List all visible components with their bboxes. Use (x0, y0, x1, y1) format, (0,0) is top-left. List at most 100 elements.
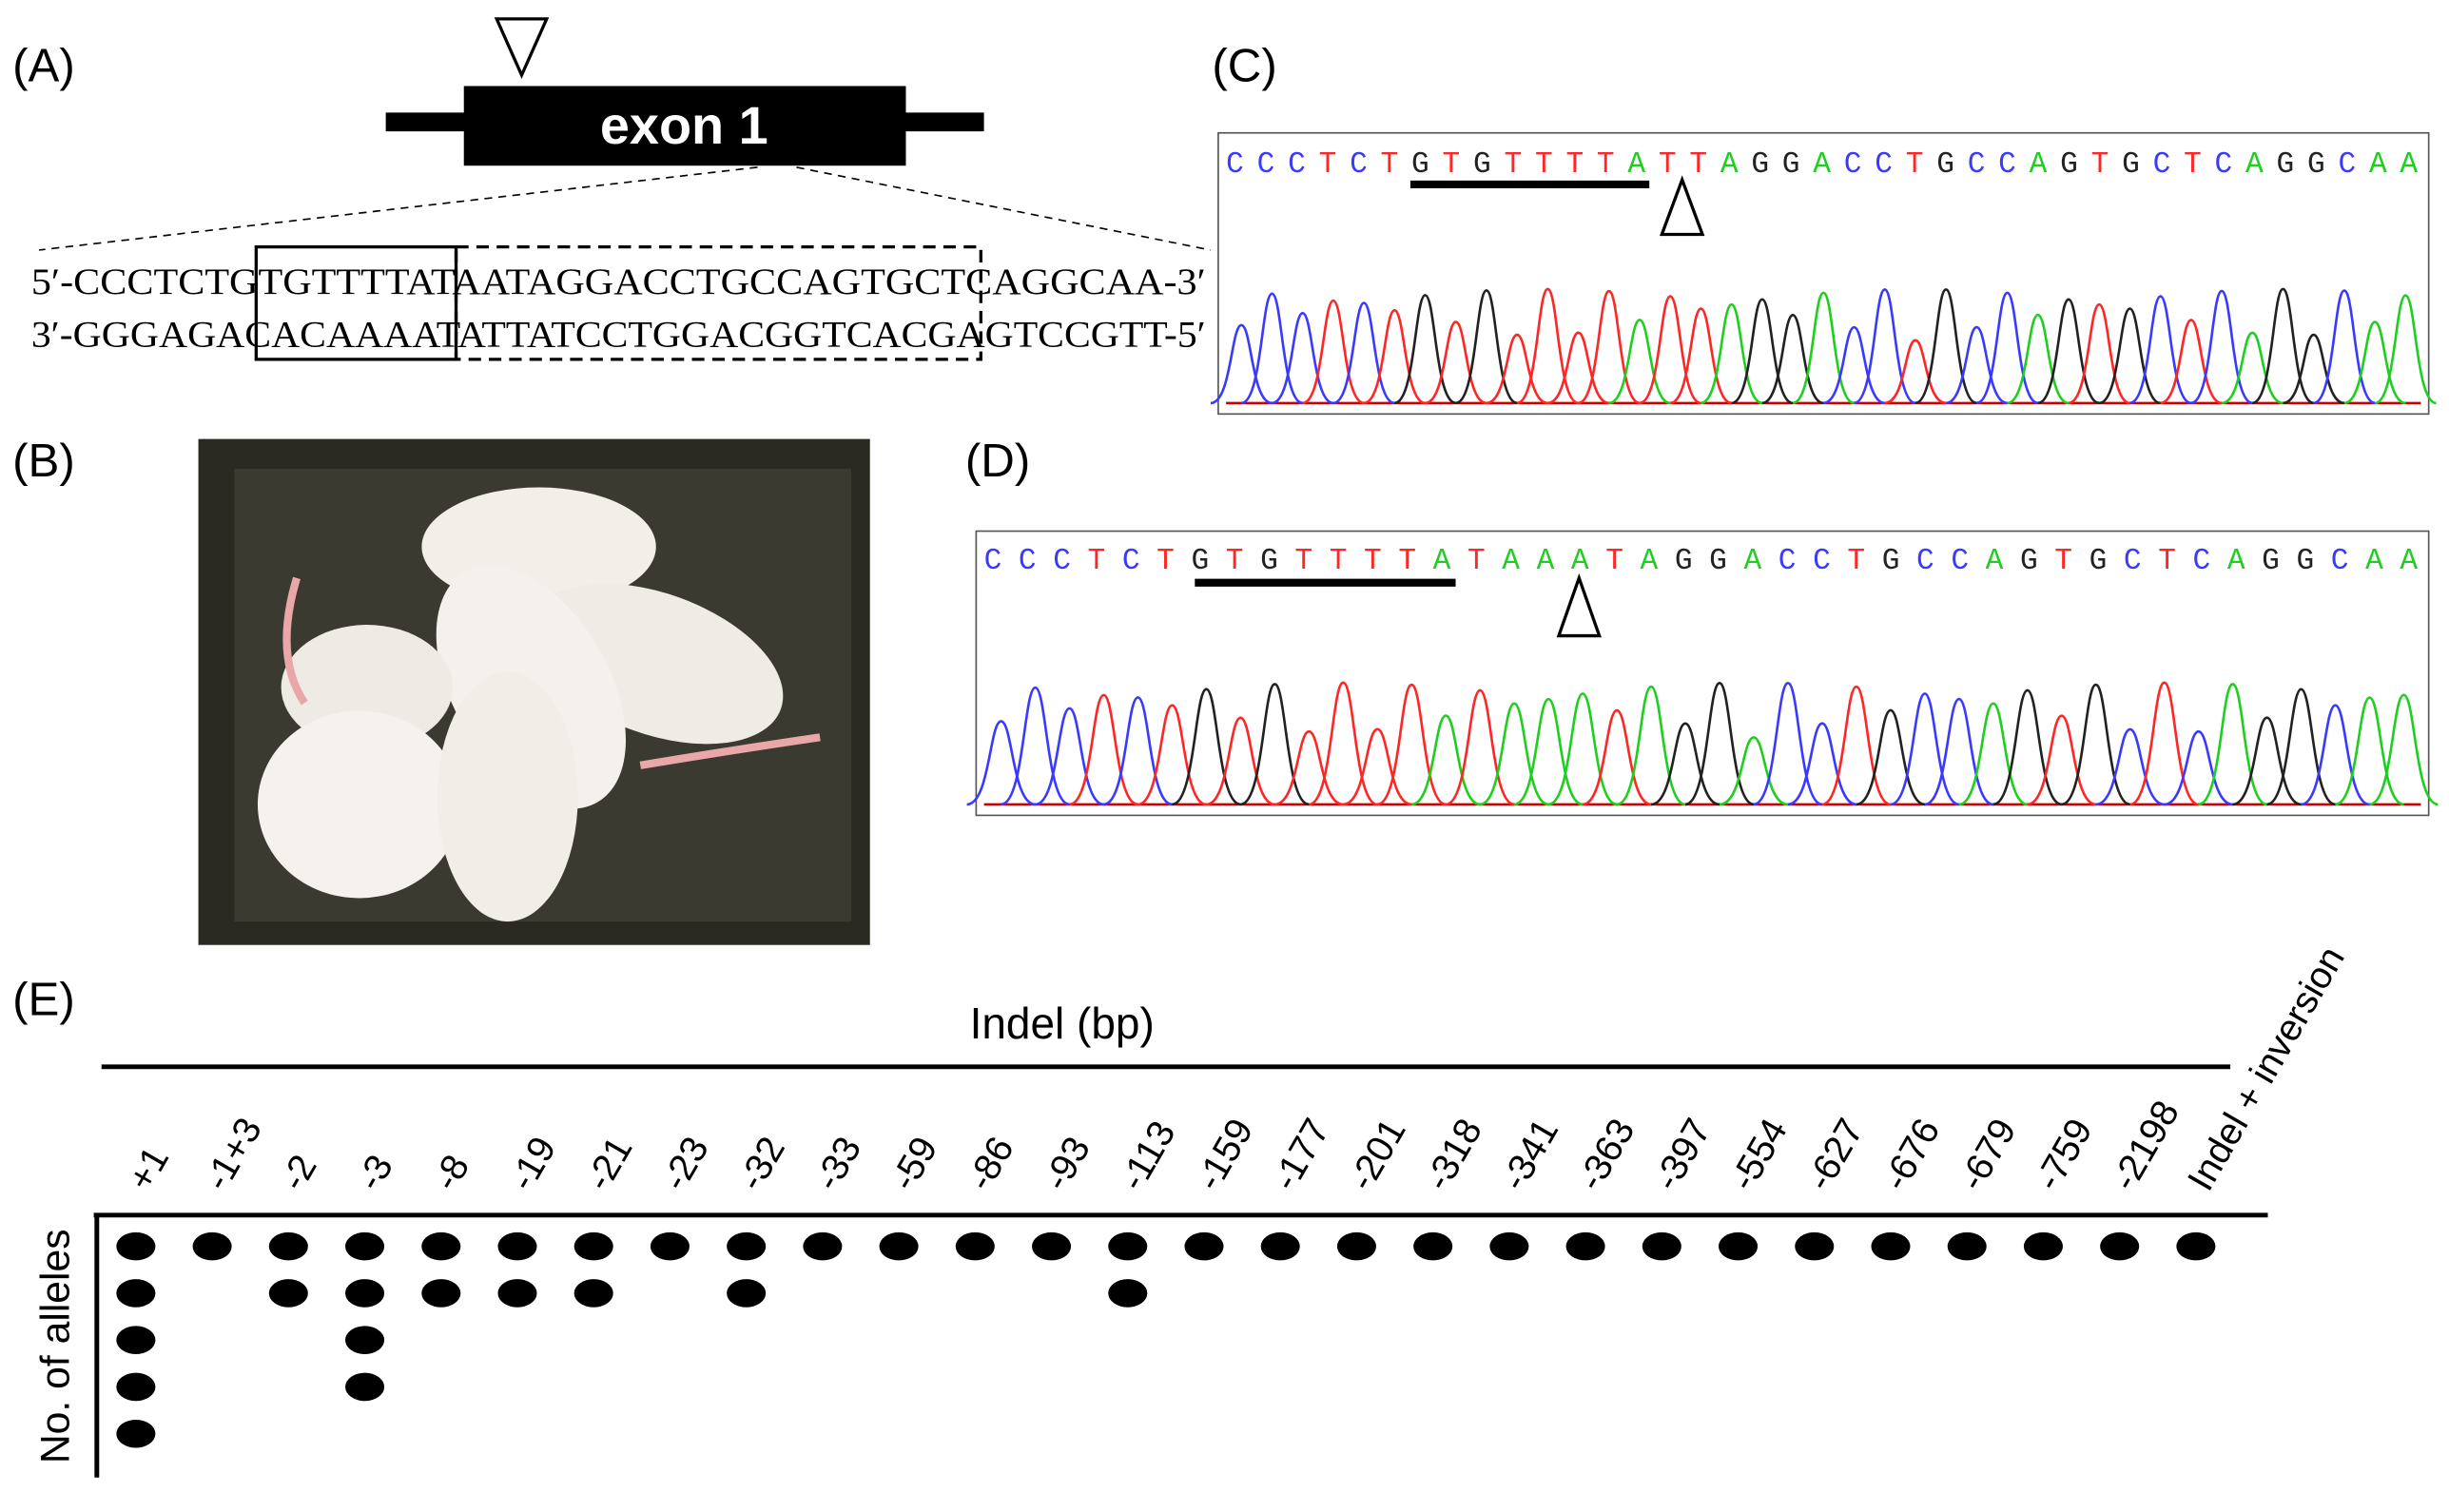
peak (2343, 320, 2406, 405)
x-tick-label: -627 (1798, 1112, 1873, 1197)
allele-dot (345, 1372, 385, 1402)
allele-dot (497, 1279, 537, 1308)
allele-dot (345, 1279, 385, 1308)
peak (2128, 295, 2192, 405)
x-tick-label: -33 (807, 1130, 870, 1197)
peak (1701, 302, 1763, 405)
peak (1958, 702, 2029, 806)
allele-dot (1032, 1231, 1072, 1261)
allele-dot (650, 1231, 690, 1261)
peak (1884, 339, 1947, 405)
allele-dot (345, 1231, 385, 1261)
x-axis-title: Indel (bp) (970, 998, 1155, 1048)
zoom-line (796, 166, 1211, 251)
zoom-line (38, 166, 758, 251)
allele-dot (421, 1279, 461, 1308)
panel-label: (E) (12, 974, 75, 1026)
allele-dot (2100, 1231, 2140, 1261)
x-tick-label: -59 (883, 1130, 946, 1197)
exon-label: exon 1 (600, 95, 768, 155)
x-tick-label: -23 (653, 1130, 717, 1197)
mutation-marker (1556, 572, 1602, 638)
peak (1240, 292, 1304, 405)
peak (1302, 299, 1365, 405)
peak (2369, 693, 2439, 806)
allele-dot (727, 1231, 767, 1261)
peak (2007, 313, 2070, 405)
allele-dot (1108, 1279, 1148, 1308)
allele-dot (116, 1372, 156, 1402)
x-tick-label: -1+3 (196, 1111, 270, 1197)
x-tick-label: -679 (1951, 1112, 2025, 1197)
allele-dot (345, 1326, 385, 1354)
peak (2301, 704, 2370, 806)
peak (1547, 331, 1610, 405)
allele-dot (268, 1279, 308, 1308)
peak (2374, 294, 2437, 405)
peak (966, 720, 1036, 806)
peak (1332, 301, 1395, 405)
allele-dot (573, 1231, 613, 1261)
peak (2335, 696, 2404, 806)
allele-dot (1260, 1231, 1300, 1261)
x-tick-label: -113 (1112, 1115, 1184, 1198)
peak (2027, 714, 2097, 806)
allele-dot (1719, 1231, 1759, 1261)
cut-site-marker (494, 17, 550, 80)
peak (1650, 722, 1720, 806)
peak (1274, 729, 1344, 806)
exon-box (463, 86, 906, 166)
peak (1608, 319, 1671, 405)
peak (2098, 307, 2162, 405)
x-tick-label: -93 (1035, 1130, 1098, 1197)
peak (1103, 696, 1173, 806)
x-tick-label: -363 (1569, 1112, 1643, 1197)
deleted-region-box (454, 244, 982, 361)
x-tick-label: -554 (1721, 1112, 1796, 1197)
peak (2095, 727, 2165, 806)
peak (2232, 716, 2302, 806)
allele-dot (116, 1419, 156, 1448)
x-tick-label: +1 (120, 1139, 178, 1197)
x-tick-label: -21 (577, 1130, 641, 1197)
allele-dot (268, 1231, 308, 1261)
peak (1639, 295, 1701, 405)
x-tick-label: -19 (501, 1130, 565, 1197)
peak (1342, 727, 1412, 806)
allele-dot (727, 1279, 767, 1308)
panel-label: (A) (12, 40, 75, 92)
peak (1547, 692, 1618, 806)
allele-dot (2023, 1231, 2063, 1261)
x-tick-label: -2 (272, 1148, 325, 1197)
panel-label: (B) (12, 435, 75, 487)
x-tick-label: -397 (1645, 1112, 1720, 1197)
trace (1210, 287, 2437, 405)
peak (1486, 333, 1548, 405)
mutation-marker (1659, 175, 1705, 237)
peak (1410, 714, 1481, 806)
peak (1069, 693, 1138, 806)
allele-dot (1184, 1231, 1224, 1261)
peak (1363, 309, 1426, 405)
peak (1425, 320, 1487, 405)
mice-photo (198, 438, 870, 945)
peak (1206, 716, 1275, 806)
allele-dot (1871, 1231, 1911, 1261)
x-tick-label: -8 (425, 1148, 478, 1197)
peak (1719, 736, 1789, 806)
peak (1137, 704, 1207, 806)
x-tick-label: -3 (348, 1148, 401, 1197)
x-tick-label: -201 (1340, 1112, 1414, 1197)
x-tick-label: -159 (1188, 1112, 1262, 1197)
x-tick-label: -2198 (2103, 1094, 2187, 1197)
peak (2283, 333, 2345, 405)
peak (1992, 688, 2063, 806)
peak (1210, 323, 1273, 405)
peak (1890, 692, 1960, 806)
x-tick-label: -759 (2027, 1112, 2101, 1197)
peak (2160, 319, 2223, 405)
peak (1035, 707, 1104, 806)
allele-dot (116, 1231, 156, 1261)
panel-label: (D) (965, 435, 1030, 487)
